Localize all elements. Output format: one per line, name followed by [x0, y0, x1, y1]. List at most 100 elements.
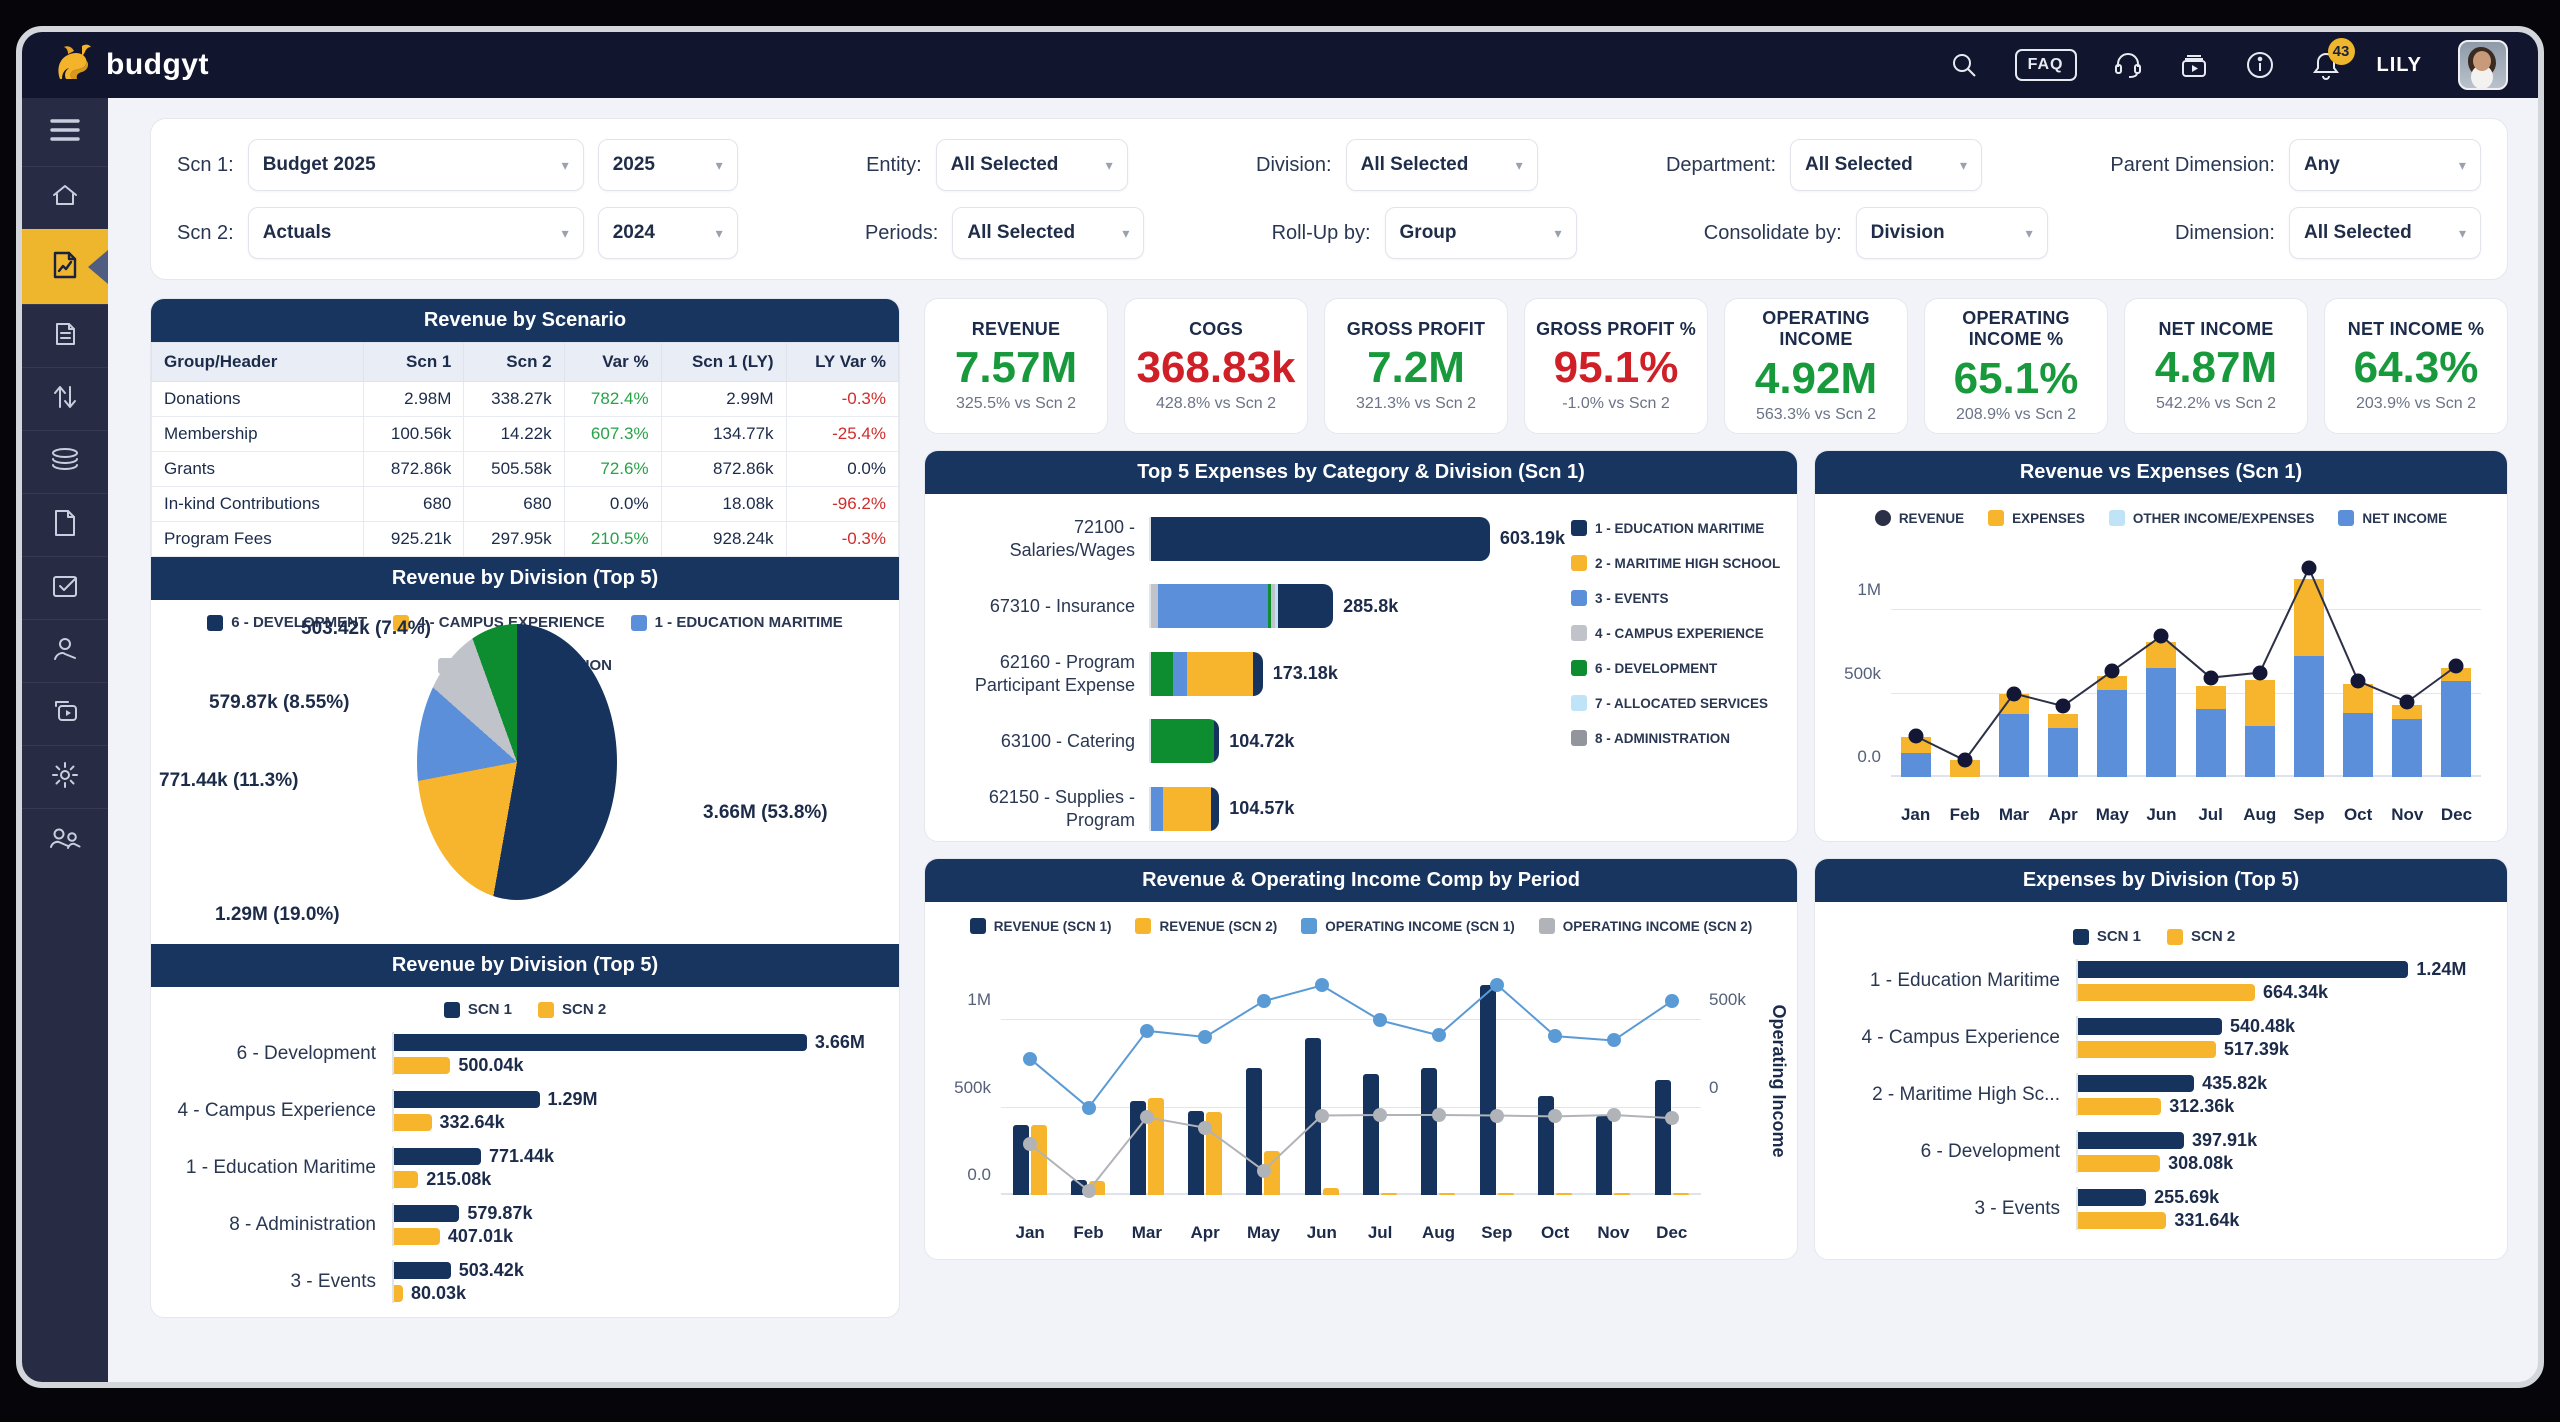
table-row[interactable]: Membership 100.56k 14.22k 607.3% 134.77k -25.…	[151, 416, 899, 452]
filter-row-1: Scn 1: Budget 2025 ▾ 2025 ▾ Entity: All Select…	[177, 139, 2481, 191]
table-cell: 297.95k	[463, 521, 565, 557]
brand-logo[interactable]: budgyt	[52, 43, 209, 88]
kpi-subtext: 542.2% vs Scn 2	[2155, 395, 2277, 413]
legend-swatch	[2072, 928, 2089, 945]
notifications-bell-icon[interactable]: 43	[2311, 38, 2355, 80]
bar-navy	[2078, 1188, 2147, 1206]
table-cell: 680	[363, 486, 465, 522]
dropdown-all-selected[interactable]: All Selected ▾	[935, 139, 1128, 191]
month-label: Jan	[1015, 1223, 1045, 1242]
bar-value-label: 517.39k	[2223, 1038, 2289, 1059]
legend-item[interactable]: SCN 1	[443, 1001, 512, 1018]
legend-item[interactable]: REVENUE	[1874, 510, 1965, 526]
sidebar-item-reports[interactable]	[22, 304, 108, 367]
legend-swatch	[1874, 510, 1891, 526]
bar-value-label: 664.34k	[2263, 981, 2329, 1002]
dropdown-value: 2024	[612, 222, 655, 243]
dropdown-all-selected[interactable]: All Selected ▾	[952, 207, 1145, 259]
legend-label: REVENUE	[1898, 510, 1965, 526]
y-axis-label: 500k	[954, 1077, 991, 1097]
legend-item[interactable]: 1 - EDUCATION MARITIME	[1571, 520, 1783, 536]
oi-scn1-dot	[1139, 1023, 1154, 1038]
legend-item[interactable]: 1 - EDUCATION MARITIME	[630, 614, 843, 631]
kpi-title: GROSS PROFIT %	[1536, 318, 1696, 339]
sidebar-item-menu[interactable]	[22, 98, 108, 166]
dropdown-all-selected[interactable]: All Selected ▾	[2288, 207, 2481, 259]
chevron-down-icon: ▾	[1105, 156, 1113, 173]
table-row[interactable]: Grants 872.86k 505.58k 72.6% 872.86k 0.0%	[151, 451, 899, 487]
legend-item[interactable]: 4 - CAMPUS EXPERIENCE	[393, 614, 605, 631]
sidebar-item-media[interactable]	[22, 682, 108, 745]
sidebar-item-users[interactable]	[22, 808, 108, 871]
dropdown-2025[interactable]: 2025 ▾	[597, 139, 738, 191]
notification-badge: 43	[2327, 38, 2355, 65]
legend-label: OTHER INCOME/EXPENSES	[2132, 510, 2315, 526]
dropdown-budget-2025[interactable]: Budget 2025 ▾	[247, 139, 584, 191]
sidebar-item-home[interactable]	[22, 166, 108, 229]
legend-item[interactable]: 6 - DEVELOPMENT	[1571, 660, 1783, 676]
legend-item[interactable]: NET INCOME	[2338, 510, 2447, 526]
dropdown-all-selected[interactable]: All Selected ▾	[1345, 139, 1538, 191]
stacked-bar	[1151, 516, 1490, 561]
bar-segment-silver	[1151, 584, 1159, 628]
legend-item[interactable]: 3 - EVENTS	[1571, 590, 1783, 606]
table-row[interactable]: Donations 2.98M 338.27k 782.4% 2.99M -0.3%	[151, 381, 899, 417]
up-down-arrows-icon	[51, 382, 79, 417]
table-cell: 134.77k	[660, 416, 787, 452]
sidebar-item-approvals[interactable]	[22, 556, 108, 619]
video-tutorials-icon[interactable]	[2179, 50, 2209, 80]
table-cell: 2.99M	[660, 381, 787, 417]
legend-item[interactable]: 7 - ALLOCATED SERVICES	[1571, 695, 1783, 711]
sidebar-item-documents[interactable]	[22, 493, 108, 556]
legend-item[interactable]: SCN 1	[2072, 928, 2141, 945]
dropdown-division[interactable]: Division ▾	[1855, 207, 2048, 259]
search-icon[interactable]	[1949, 50, 1979, 80]
dropdown-all-selected[interactable]: All Selected ▾	[1790, 139, 1983, 191]
sidebar-item-profile[interactable]	[22, 619, 108, 682]
info-icon[interactable]	[2245, 50, 2275, 80]
sidebar-item-data[interactable]	[22, 430, 108, 493]
legend-item[interactable]: SCN 2	[2167, 928, 2235, 945]
legend-item[interactable]: OPERATING INCOME (SCN 1)	[1301, 918, 1515, 934]
dropdown-actuals[interactable]: Actuals ▾	[247, 207, 584, 259]
dropdown-any[interactable]: Any ▾	[2288, 139, 2481, 191]
oi-scn2-dot	[1081, 1183, 1096, 1198]
dropdown-group[interactable]: Group ▾	[1384, 207, 1577, 259]
legend-item[interactable]: 6 - DEVELOPMENT	[207, 614, 367, 631]
sidebar-item-settings[interactable]	[22, 745, 108, 808]
revenue-scn2-bar	[1556, 1192, 1573, 1195]
chevron-down-icon: ▾	[1960, 156, 1968, 173]
net-income-segment	[2048, 727, 2079, 777]
table-cell: Donations	[151, 381, 365, 417]
sidebar-item-transfers[interactable]	[22, 367, 108, 430]
stacked-bar-row: 72100 - Salaries/Wages 603.19k	[935, 516, 1565, 561]
legend-item[interactable]: REVENUE (SCN 2)	[1135, 918, 1277, 934]
kpi-card: NET INCOME % 64.3% 203.9% vs Scn 2	[2324, 298, 2508, 434]
legend-label: REVENUE (SCN 2)	[1159, 918, 1278, 934]
legend-item[interactable]: OPERATING INCOME (SCN 2)	[1538, 918, 1752, 934]
revenue-dot	[2399, 694, 2415, 710]
legend-item[interactable]: EXPENSES	[1988, 510, 2085, 526]
legend-item[interactable]: OTHER INCOME/EXPENSES	[2108, 510, 2315, 526]
legend-item[interactable]: SCN 2	[538, 1001, 606, 1018]
revenue-scn1-bar	[1479, 984, 1496, 1195]
legend-swatch	[1571, 590, 1587, 606]
legend-item[interactable]: REVENUE (SCN 1)	[969, 918, 1111, 934]
oi-scn2-dot	[1256, 1163, 1271, 1178]
dropdown-2024[interactable]: 2024 ▾	[597, 207, 738, 259]
legend-item[interactable]: 4 - CAMPUS EXPERIENCE	[1571, 625, 1783, 641]
support-headset-icon[interactable]	[2113, 50, 2143, 80]
legend-item[interactable]: 2 - MARITIME HIGH SCHOOL	[1571, 555, 1783, 571]
kpi-subtext: 208.9% vs Scn 2	[1955, 405, 2077, 423]
table-row[interactable]: In-kind Contributions 680 680 0.0% 18.08k -96…	[151, 486, 899, 522]
kpi-title: NET INCOME	[2158, 318, 2274, 339]
faq-button[interactable]: FAQ	[2014, 49, 2077, 81]
bar-navy	[394, 1261, 451, 1279]
table-cell: 680	[463, 486, 565, 522]
legend-label: 4 - CAMPUS EXPERIENCE	[417, 614, 605, 631]
table-row[interactable]: Program Fees 925.21k 297.95k 210.5% 928.24k -…	[151, 521, 899, 557]
legend-item[interactable]: 8 - ADMINISTRATION	[1571, 730, 1783, 746]
sidebar-item-dashboards[interactable]	[22, 229, 108, 304]
user-avatar[interactable]	[2458, 40, 2508, 90]
comp-by-period-card: Revenue & Operating Income Comp by Perio…	[924, 858, 1798, 1260]
